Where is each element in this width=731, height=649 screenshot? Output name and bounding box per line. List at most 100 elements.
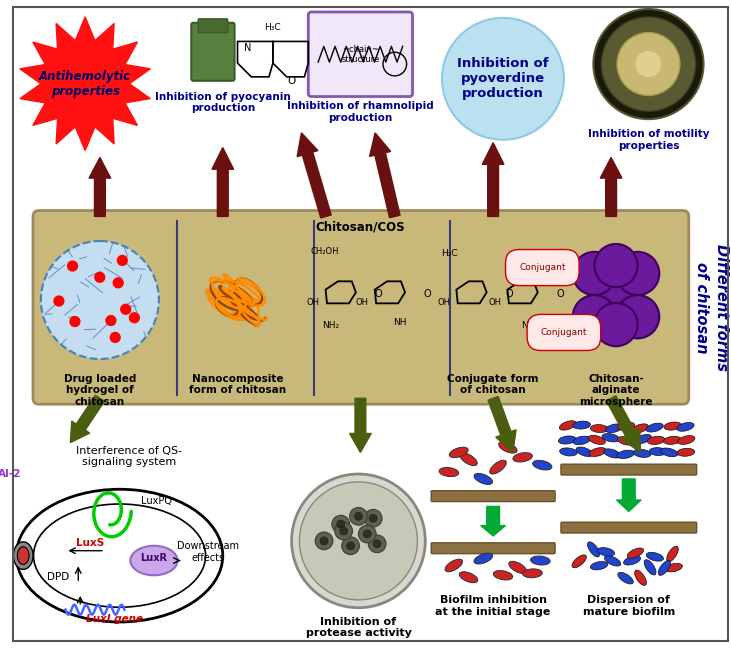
Ellipse shape: [678, 435, 695, 445]
Text: O: O: [556, 289, 564, 299]
Circle shape: [369, 514, 377, 522]
Text: OH: OH: [437, 298, 450, 307]
Ellipse shape: [573, 421, 591, 429]
Text: Drug loaded
hydrogel of
chitosan: Drug loaded hydrogel of chitosan: [64, 374, 136, 407]
Circle shape: [292, 474, 425, 607]
Text: CH₂OH: CH₂OH: [311, 247, 339, 256]
Circle shape: [110, 332, 120, 343]
Circle shape: [320, 537, 328, 545]
Text: Inhibition of
protease activity: Inhibition of protease activity: [306, 617, 412, 638]
Circle shape: [594, 303, 637, 346]
Circle shape: [594, 9, 703, 119]
Text: NH: NH: [393, 317, 406, 326]
Circle shape: [341, 537, 360, 555]
Ellipse shape: [644, 559, 656, 575]
Circle shape: [41, 241, 159, 359]
Ellipse shape: [633, 449, 651, 458]
Ellipse shape: [635, 570, 646, 585]
Ellipse shape: [632, 424, 648, 434]
Ellipse shape: [474, 553, 493, 564]
Polygon shape: [349, 398, 371, 452]
Text: Chitosan-
alginate
microsphere: Chitosan- alginate microsphere: [579, 374, 653, 407]
Text: Downstream
effects: Downstream effects: [177, 541, 239, 563]
Ellipse shape: [474, 473, 493, 484]
Ellipse shape: [617, 450, 635, 459]
Circle shape: [129, 313, 140, 323]
Ellipse shape: [591, 561, 608, 570]
Ellipse shape: [130, 546, 178, 575]
Polygon shape: [212, 147, 234, 217]
Text: Conjugant: Conjugant: [519, 263, 566, 272]
Circle shape: [616, 295, 659, 338]
Ellipse shape: [648, 436, 665, 445]
Circle shape: [594, 244, 637, 288]
Text: Conjugate form
of chitosan: Conjugate form of chitosan: [447, 374, 539, 395]
Text: Nanocomposite
form of chitosan: Nanocomposite form of chitosan: [189, 374, 286, 395]
Text: NH: NH: [520, 321, 534, 330]
Ellipse shape: [624, 556, 640, 565]
Text: Interference of QS-
signaling system: Interference of QS- signaling system: [76, 445, 183, 467]
Ellipse shape: [490, 460, 507, 474]
Circle shape: [617, 32, 680, 95]
Ellipse shape: [627, 548, 643, 558]
Ellipse shape: [572, 555, 586, 568]
Ellipse shape: [509, 561, 526, 574]
Circle shape: [573, 295, 616, 338]
FancyBboxPatch shape: [561, 522, 697, 533]
Text: O: O: [423, 289, 431, 299]
Ellipse shape: [459, 572, 478, 583]
Ellipse shape: [576, 447, 593, 456]
Circle shape: [346, 542, 355, 550]
Ellipse shape: [602, 434, 619, 442]
Circle shape: [337, 520, 345, 528]
Polygon shape: [481, 506, 505, 536]
Text: ~chain~
structure: ~chain~ structure: [341, 45, 379, 64]
Text: O: O: [287, 76, 296, 86]
Circle shape: [54, 296, 64, 306]
Text: Inhibition of
pyoverdine
production: Inhibition of pyoverdine production: [457, 57, 549, 101]
Ellipse shape: [588, 435, 605, 445]
Circle shape: [300, 482, 417, 600]
Text: H₃C: H₃C: [265, 23, 281, 32]
Ellipse shape: [646, 423, 663, 432]
Ellipse shape: [493, 570, 512, 580]
Ellipse shape: [667, 546, 678, 562]
Text: N: N: [243, 43, 251, 53]
Ellipse shape: [589, 448, 606, 456]
Text: Inhibition of rhamnolipid
production: Inhibition of rhamnolipid production: [287, 101, 433, 123]
Circle shape: [95, 273, 105, 282]
Ellipse shape: [588, 542, 599, 557]
Circle shape: [358, 525, 376, 543]
FancyBboxPatch shape: [33, 210, 689, 404]
Ellipse shape: [450, 447, 468, 458]
Text: LuxR: LuxR: [140, 552, 167, 563]
Ellipse shape: [677, 422, 694, 431]
Circle shape: [335, 522, 352, 540]
Ellipse shape: [618, 437, 635, 445]
Polygon shape: [616, 479, 641, 511]
Ellipse shape: [597, 548, 615, 556]
Text: Dispersion of
mature biofilm: Dispersion of mature biofilm: [583, 595, 675, 617]
Circle shape: [442, 18, 564, 140]
Circle shape: [332, 515, 349, 533]
Text: LuxPQ: LuxPQ: [141, 496, 173, 506]
Circle shape: [355, 512, 363, 520]
Circle shape: [68, 261, 77, 271]
Ellipse shape: [13, 542, 33, 569]
Polygon shape: [370, 133, 400, 217]
FancyBboxPatch shape: [431, 543, 555, 554]
Circle shape: [0, 486, 10, 498]
Ellipse shape: [523, 569, 542, 578]
Polygon shape: [600, 158, 622, 217]
Text: OH: OH: [488, 298, 501, 307]
Polygon shape: [297, 133, 331, 218]
FancyBboxPatch shape: [431, 491, 555, 502]
Text: Inhibition of motility
properties: Inhibition of motility properties: [588, 129, 709, 151]
Polygon shape: [606, 396, 640, 452]
Ellipse shape: [617, 422, 635, 430]
Circle shape: [573, 252, 616, 295]
Text: O: O: [374, 289, 382, 299]
Ellipse shape: [559, 421, 576, 430]
Text: Inhibition of pyocyanin
production: Inhibition of pyocyanin production: [155, 92, 291, 113]
Ellipse shape: [460, 453, 477, 465]
